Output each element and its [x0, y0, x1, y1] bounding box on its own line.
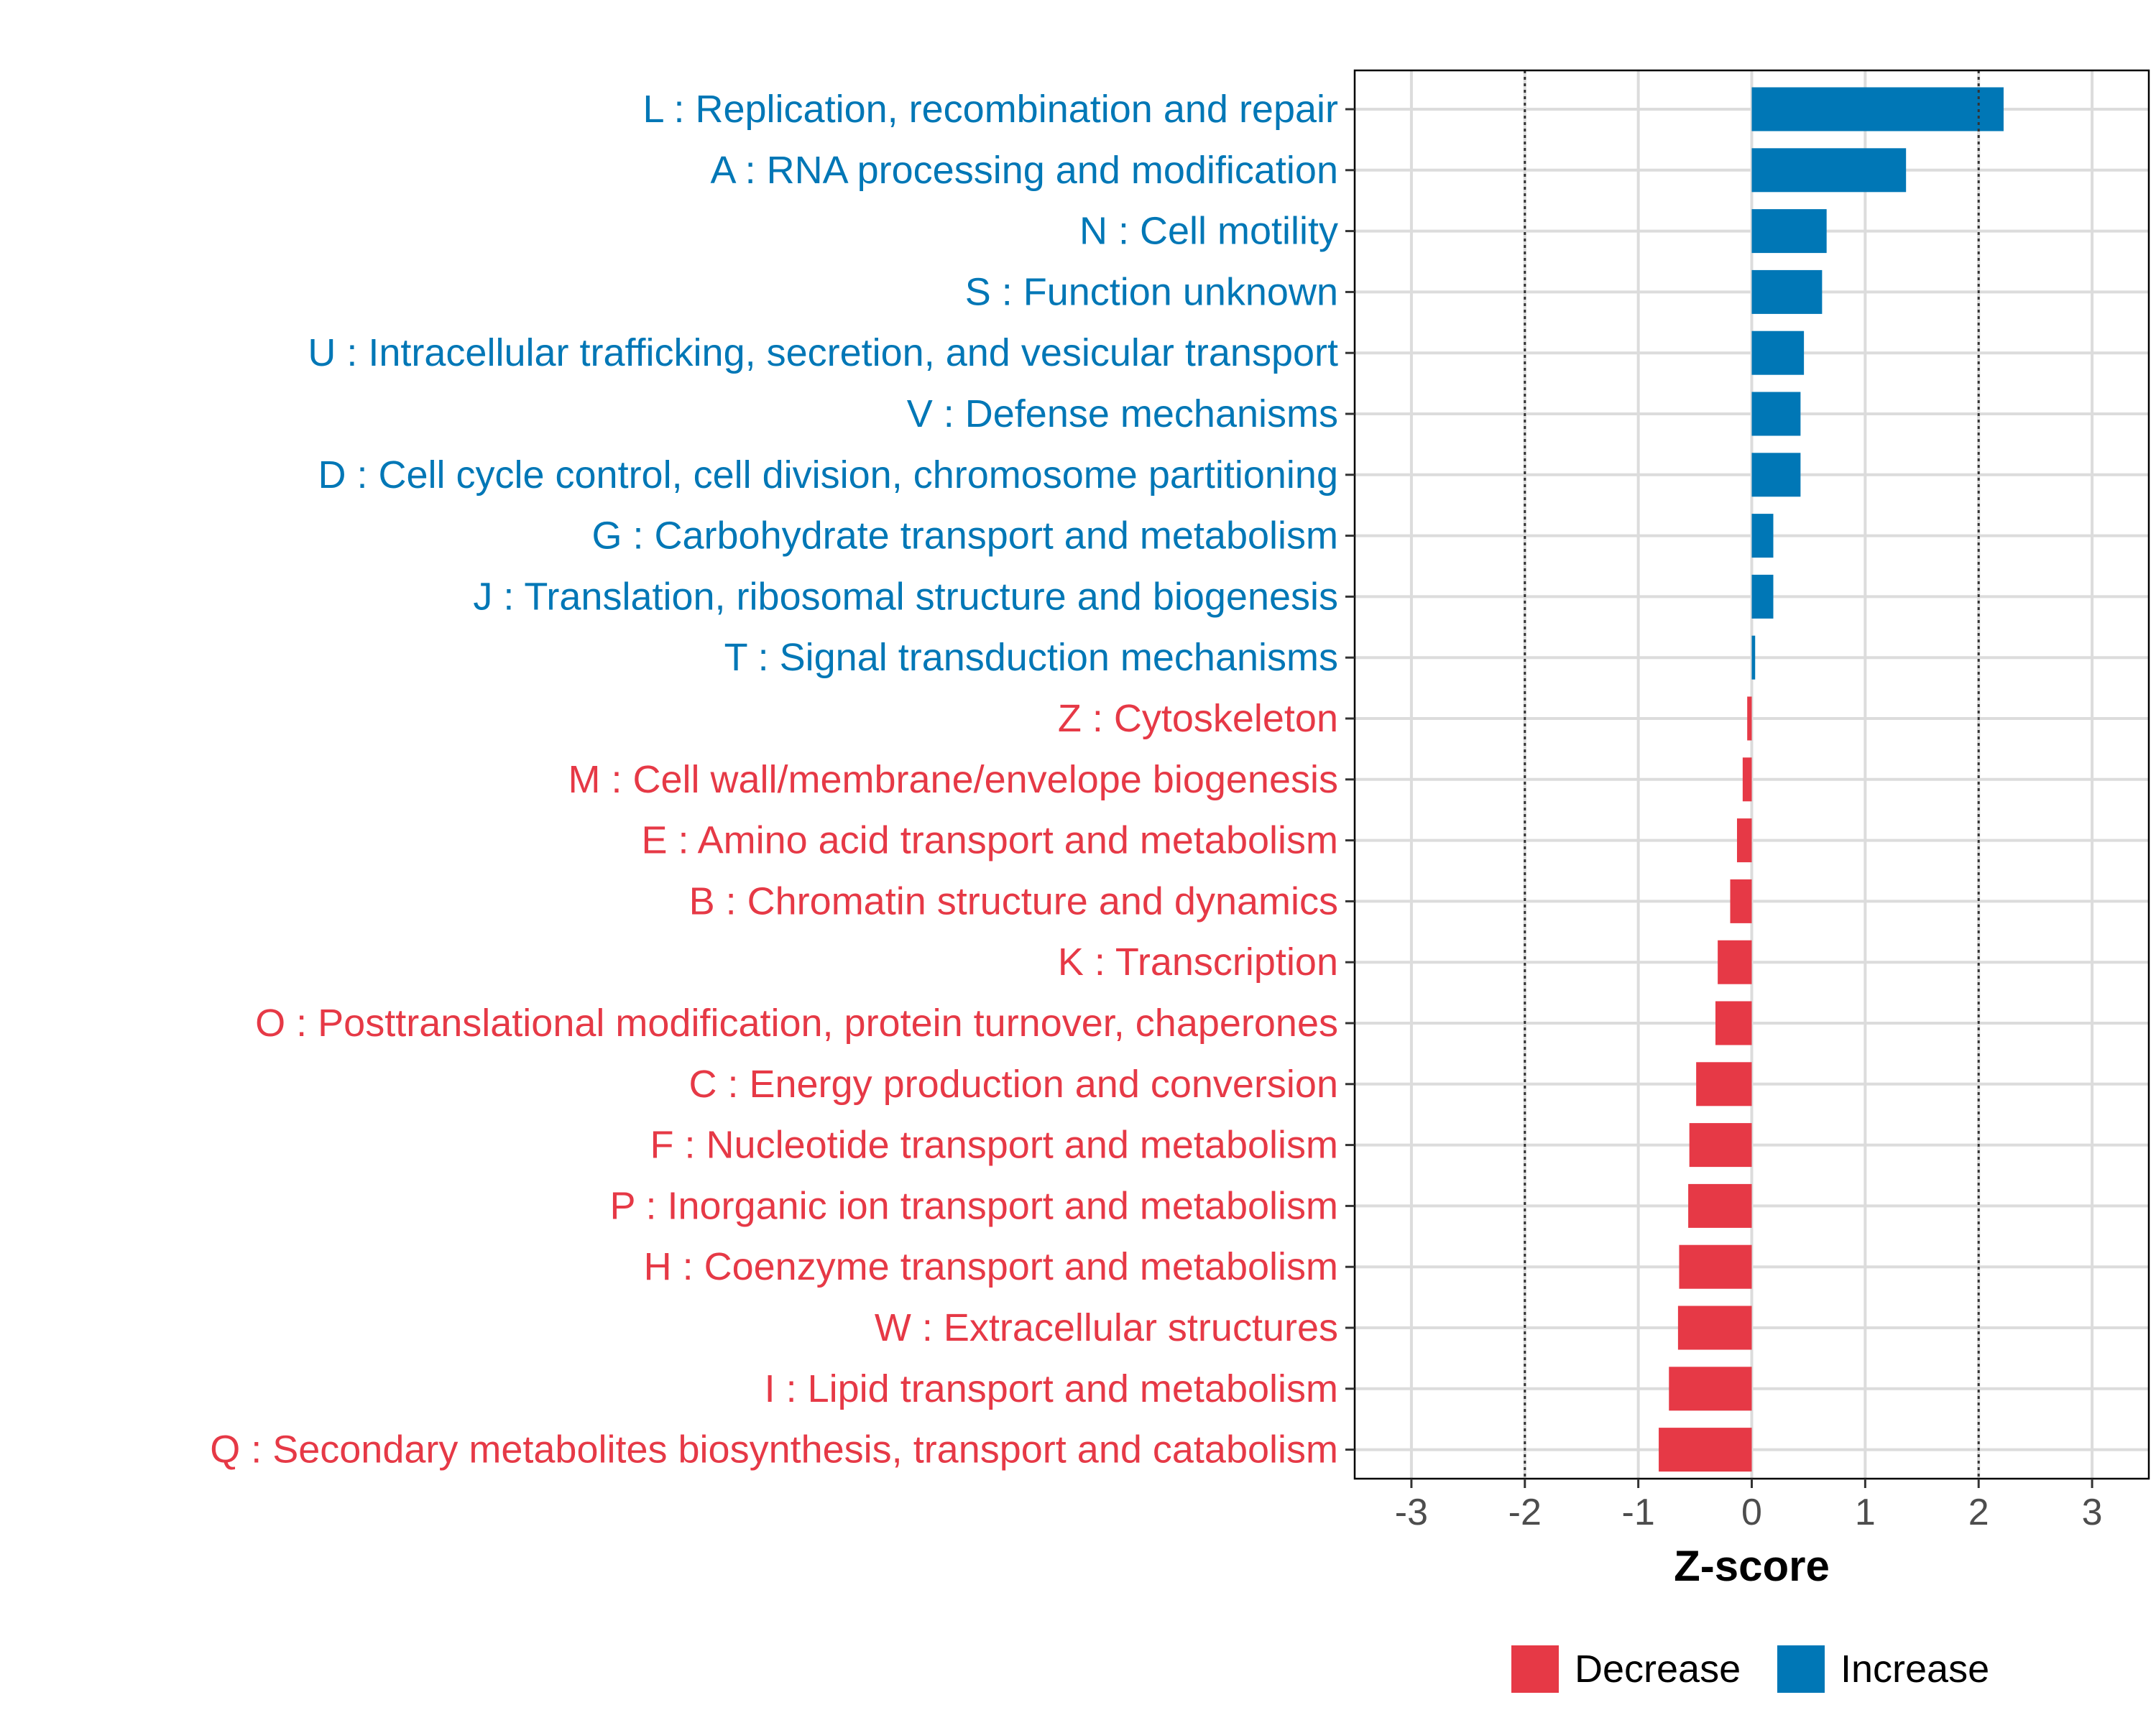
category-label: W : Extracellular structures — [875, 1306, 1338, 1349]
category-label: S : Function unknown — [965, 270, 1338, 313]
bar — [1718, 940, 1752, 984]
category-label: Z : Cytoskeleton — [1058, 697, 1338, 740]
bar — [1736, 818, 1752, 863]
bar — [1715, 1001, 1752, 1045]
x-tick-label: 0 — [1741, 1492, 1762, 1533]
category-label: D : Cell cycle control, cell division, c… — [318, 453, 1338, 496]
bar — [1751, 87, 2004, 131]
x-axis-title: Z-score — [1674, 1542, 1830, 1590]
x-tick-label: 2 — [1968, 1492, 1989, 1533]
category-label: V : Defense mechanisms — [907, 392, 1338, 435]
x-tick-label: -3 — [1395, 1492, 1428, 1533]
category-label: T : Signal transduction mechanisms — [724, 636, 1338, 679]
legend-swatch — [1511, 1645, 1559, 1693]
category-label: P : Inorganic ion transport and metaboli… — [609, 1184, 1338, 1227]
category-label: Q : Secondary metabolites biosynthesis, … — [210, 1428, 1338, 1471]
bar — [1751, 453, 1801, 497]
legend-label: Increase — [1841, 1648, 1989, 1691]
category-label: L : Replication, recombination and repai… — [642, 88, 1338, 131]
bar — [1677, 1306, 1752, 1350]
threshold-lines — [1524, 70, 1980, 1479]
category-label: C : Energy production and conversion — [688, 1063, 1338, 1106]
category-label: U : Intracellular trafficking, secretion… — [308, 331, 1338, 374]
legend: Decrease Increase — [1511, 1645, 1989, 1693]
category-label: N : Cell motility — [1079, 210, 1338, 253]
bar — [1751, 635, 1756, 680]
category-label: G : Carbohydrate transport and metabolis… — [592, 514, 1339, 558]
bar — [1751, 148, 1907, 193]
bar — [1696, 1062, 1752, 1106]
bar-layer — [1659, 87, 2004, 1472]
bar — [1751, 269, 1823, 314]
category-label: O : Posttranslational modification, prot… — [255, 1002, 1338, 1045]
bar — [1742, 757, 1752, 802]
category-label: J : Translation, ribosomal structure and… — [473, 575, 1338, 618]
category-label: M : Cell wall/membrane/envelope biogenes… — [568, 758, 1338, 801]
bar — [1751, 514, 1774, 558]
bar — [1679, 1244, 1752, 1289]
category-label: B : Chromatin structure and dynamics — [689, 879, 1338, 923]
x-tick-label: -1 — [1622, 1492, 1655, 1533]
bar — [1659, 1428, 1752, 1472]
bar — [1747, 696, 1752, 741]
category-label: K : Transcription — [1058, 941, 1338, 984]
bar — [1669, 1367, 1752, 1411]
bar — [1688, 1183, 1752, 1228]
x-tick-label: -2 — [1508, 1492, 1542, 1533]
bar — [1730, 879, 1752, 923]
x-axis: -3 -2 -1 0 1 2 3 — [1395, 1479, 2103, 1533]
bar — [1751, 392, 1801, 436]
category-label: A : RNA processing and modification — [711, 149, 1338, 192]
bar — [1751, 209, 1827, 254]
x-tick-label: 1 — [1855, 1492, 1876, 1533]
category-label: F : Nucleotide transport and metabolism — [650, 1124, 1338, 1167]
bar — [1751, 574, 1774, 619]
legend-swatch — [1777, 1645, 1825, 1693]
bar — [1751, 331, 1805, 375]
x-tick-label: 3 — [2082, 1492, 2103, 1533]
legend-label: Decrease — [1575, 1648, 1741, 1691]
category-label: E : Amino acid transport and metabolism — [642, 819, 1338, 862]
category-label: H : Coenzyme transport and metabolism — [644, 1245, 1338, 1288]
y-axis: L : Replication, recombination and repai… — [210, 88, 1355, 1471]
bar — [1689, 1123, 1752, 1168]
category-label: I : Lipid transport and metabolism — [765, 1367, 1338, 1410]
